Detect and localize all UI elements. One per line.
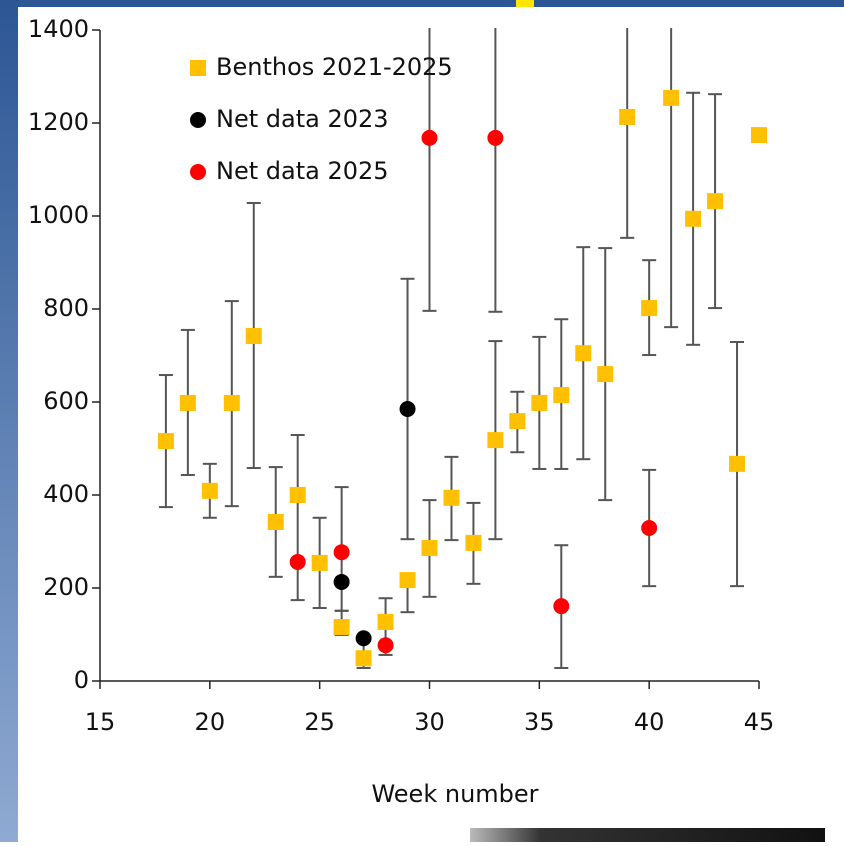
side-strip xyxy=(0,0,18,842)
point xyxy=(487,432,504,449)
point xyxy=(179,394,196,411)
point xyxy=(685,210,702,227)
y-tick-label: 400 xyxy=(43,480,89,508)
y-tick-label: 1000 xyxy=(28,201,89,229)
point xyxy=(355,630,372,647)
point xyxy=(421,540,438,557)
point xyxy=(223,394,240,411)
legend-item: Benthos 2021-2025 xyxy=(190,53,453,81)
x-tick-label: 30 xyxy=(414,708,445,736)
x-tick-label: 45 xyxy=(744,708,775,736)
x-tick-label: 35 xyxy=(524,708,555,736)
point xyxy=(267,513,284,530)
y-tick-label: 1400 xyxy=(28,15,89,43)
x-tick-label: 20 xyxy=(195,708,226,736)
point xyxy=(157,433,174,450)
point xyxy=(487,129,504,146)
point xyxy=(201,482,218,499)
point xyxy=(245,327,262,344)
legend-item: Net data 2023 xyxy=(190,105,389,133)
error-bar xyxy=(664,28,679,329)
y-tick-label: 800 xyxy=(43,294,89,322)
highlight xyxy=(516,0,534,10)
point xyxy=(399,572,416,589)
top-strip xyxy=(0,0,844,7)
point xyxy=(641,300,658,317)
legend-label: Net data 2025 xyxy=(216,157,389,185)
point xyxy=(553,387,570,404)
error-bar xyxy=(488,28,503,313)
y-tick-label: 600 xyxy=(43,387,89,415)
legend-marker xyxy=(190,60,206,76)
x-tick-label: 25 xyxy=(304,708,335,736)
point xyxy=(707,193,724,210)
plot-area xyxy=(157,28,767,669)
point xyxy=(619,108,636,125)
point xyxy=(509,413,526,430)
point xyxy=(333,619,350,636)
point xyxy=(289,553,306,570)
legend-label: Net data 2023 xyxy=(216,105,389,133)
error-bar xyxy=(290,434,305,602)
point xyxy=(399,400,416,417)
point xyxy=(597,366,614,383)
point xyxy=(663,89,680,106)
point xyxy=(333,573,350,590)
legend-item: Net data 2025 xyxy=(190,157,389,185)
point xyxy=(443,489,460,506)
y-tick-label: 1200 xyxy=(28,108,89,136)
x-tick-label: 40 xyxy=(634,708,665,736)
point xyxy=(641,520,658,537)
y-tick-label: 0 xyxy=(74,666,89,694)
x-axis-label: Week number xyxy=(371,780,538,808)
point xyxy=(377,637,394,654)
point xyxy=(355,650,372,667)
legend-marker xyxy=(190,112,206,128)
point xyxy=(333,544,350,561)
point xyxy=(377,613,394,630)
point xyxy=(553,598,570,615)
point xyxy=(751,127,767,144)
photo-edge xyxy=(470,828,825,842)
point xyxy=(531,394,548,411)
point xyxy=(421,129,438,146)
legend-label: Benthos 2021-2025 xyxy=(216,53,453,81)
y-tick-label: 200 xyxy=(43,573,89,601)
x-tick-label: 15 xyxy=(85,708,116,736)
point xyxy=(289,487,306,503)
point xyxy=(729,455,746,472)
legend-marker xyxy=(190,164,206,180)
point xyxy=(465,534,482,551)
point xyxy=(311,554,328,571)
error-bar xyxy=(422,28,437,312)
point xyxy=(575,345,592,362)
